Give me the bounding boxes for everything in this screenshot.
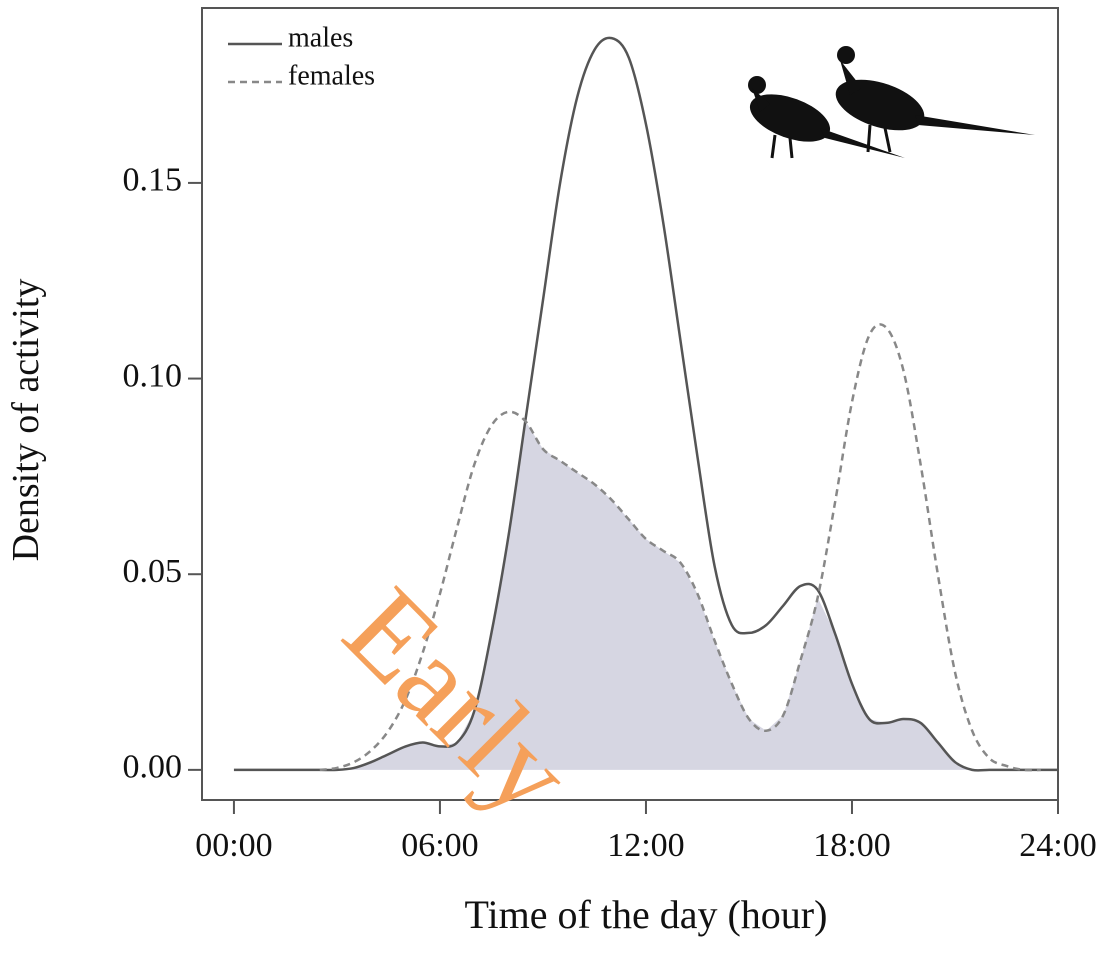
y-tick-label: 0.15 (123, 162, 183, 199)
series-line (319, 323, 1041, 772)
x-axis-title: Time of the day (hour) (465, 892, 828, 937)
plot-frame (201, 7, 1059, 801)
legend-label: females (288, 60, 375, 91)
overlap-area (319, 421, 1041, 770)
pheasant-icons (748, 46, 1035, 159)
x-tick-label: 00:00 (195, 827, 272, 864)
y-tick-label: 0.10 (123, 357, 183, 394)
x-tick-label: 18:00 (813, 827, 890, 864)
plot: 0.00 0.05 0.10 0.15 00:00 06:00 12:00 18:00 24:0… (123, 22, 1097, 864)
legend-label: males (288, 22, 353, 53)
x-tick-label: 06:00 (401, 827, 478, 864)
x-tick-label: 12:00 (607, 827, 684, 864)
y-tick-label: 0.00 (123, 749, 183, 786)
y-tick-label: 0.05 (123, 553, 183, 590)
x-tick-label: 24:00 (1019, 827, 1096, 864)
y-axis-title: Density of activity (5, 279, 47, 562)
series-line (233, 36, 1058, 772)
